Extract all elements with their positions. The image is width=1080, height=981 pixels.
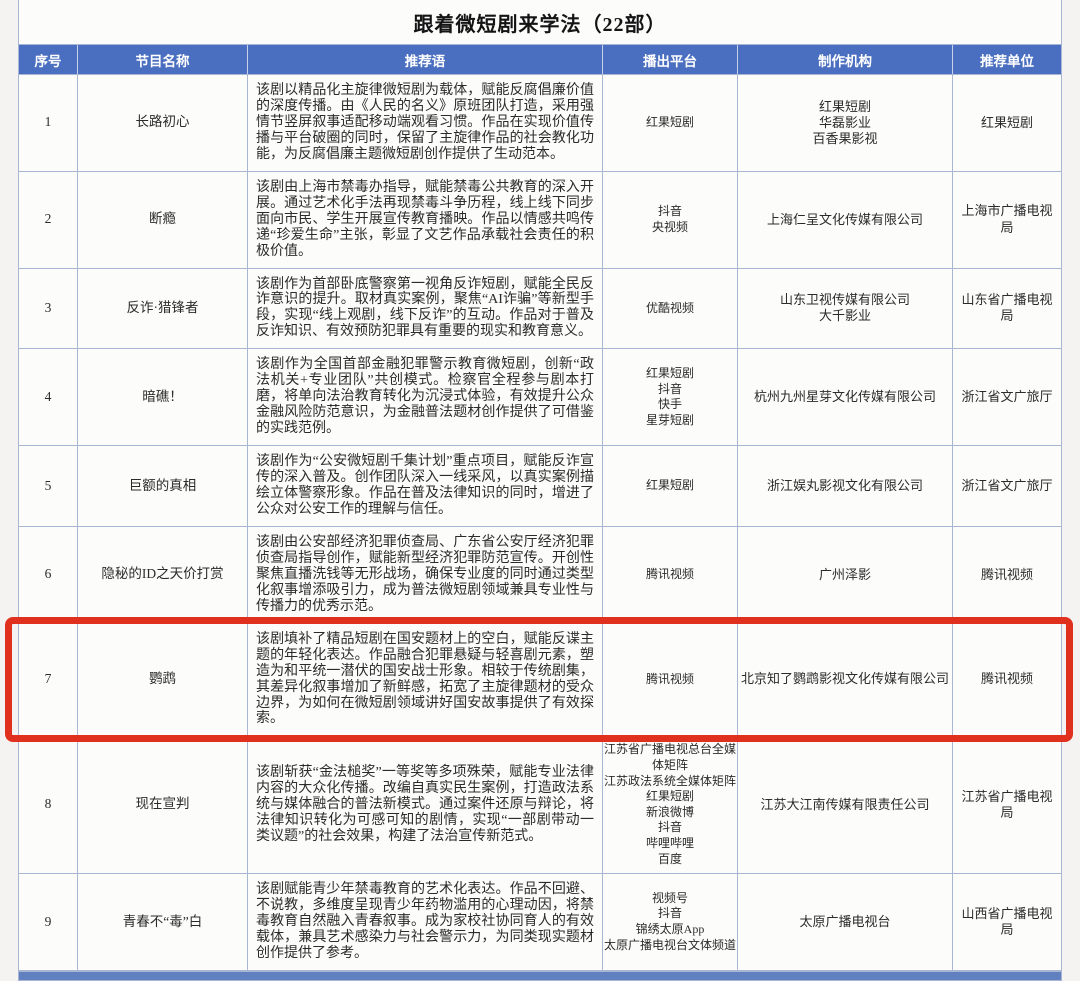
producer-list: 北京知了鹦鹉影视文化传媒有限公司 <box>737 623 952 736</box>
producer-list: 浙江娱丸影视文化有限公司 <box>737 446 952 526</box>
table-row-4: 4 暗礁！ 该剧作为全国首部金融犯罪警示教育微短剧，创新“政法机关+专业团队”共… <box>19 349 1061 447</box>
producer-list: 杭州九州星芽文化传媒有限公司 <box>737 349 952 446</box>
next-table-header-peek <box>19 970 1061 980</box>
table-row-5: 5 巨额的真相 该剧作为“公安微短剧千集计划”重点项目，赋能反诈宣传的深入普及。… <box>19 446 1061 527</box>
header-program-name: 节目名称 <box>77 45 247 74</box>
recommendation-text: 该剧由公安部经济犯罪侦查局、广东省公安厅经济犯罪侦查局指导创作，赋能新型经济犯罪… <box>247 526 602 623</box>
program-name: 鹦鹉 <box>77 623 247 736</box>
recommender-unit: 腾讯视频 <box>952 526 1061 623</box>
platform-list: 优酷视频 <box>602 268 737 349</box>
producer-list: 广州泽影 <box>737 526 952 623</box>
table-row-3: 3 反诈·猎锋者 该剧作为首部卧底警察第一视角反诈短剧，赋能全民反诈意识的提升。… <box>19 268 1061 350</box>
producer-list: 山东卫视传媒有限公司 大千影业 <box>737 268 952 349</box>
platform-list: 腾讯视频 <box>602 623 737 736</box>
row-number: 5 <box>44 477 52 493</box>
recommender-unit: 上海市广播电视局 <box>952 171 1061 268</box>
recommender-unit: 江苏省广播电视局 <box>952 736 1061 874</box>
platform-list: 江苏省广播电视总台全媒体矩阵 江苏政法系统全媒体矩阵 红果短剧 新浪微博 抖音 … <box>602 736 737 874</box>
producer-list: 上海仁呈文化传媒有限公司 <box>737 171 952 268</box>
platform-list: 红果短剧 <box>602 446 737 526</box>
header-recommender: 推荐单位 <box>952 45 1061 74</box>
row-number: 1 <box>44 114 52 130</box>
row-number: 6 <box>44 566 52 582</box>
row-number: 4 <box>44 388 52 404</box>
page-title: 跟着微短剧来学法（22部） <box>19 0 1061 45</box>
program-name: 青春不“毒”白 <box>77 874 247 970</box>
header-no: 序号 <box>34 53 62 69</box>
platform-list: 抖音 央视频 <box>602 171 737 268</box>
program-name: 现在宣判 <box>77 736 247 874</box>
recommendation-text: 该剧作为“公安微短剧千集计划”重点项目，赋能反诈宣传的深入普及。创作团队深入一线… <box>247 446 602 526</box>
program-name: 隐秘的ID之天价打赏 <box>77 526 247 623</box>
platform-list: 腾讯视频 <box>602 526 737 623</box>
table-row-9: 9 青春不“毒”白 该剧赋能青少年禁毒教育的艺术化表达。作品不回避、不说教，多维… <box>19 874 1061 971</box>
law-drama-table: 跟着微短剧来学法（22部） 序号 节目名称 推荐语 播出平台 制作机构 推荐单位… <box>5 0 1073 981</box>
header-recommendation: 推荐语 <box>247 45 602 74</box>
recommendation-text: 该剧填补了精品短剧在国安题材上的空白，赋能反谍主题的年轻化表达。作品融合犯罪悬疑… <box>247 623 602 736</box>
program-name: 巨额的真相 <box>77 446 247 526</box>
producer-list: 太原广播电视台 <box>737 874 952 970</box>
program-name: 长路初心 <box>77 75 247 171</box>
recommender-unit: 红果短剧 <box>952 75 1061 171</box>
recommendation-text: 该剧作为首部卧底警察第一视角反诈短剧，赋能全民反诈意识的提升。取材真实案例，聚焦… <box>247 268 602 349</box>
platform-list: 红果短剧 <box>602 75 737 171</box>
producer-list: 江苏大江南传媒有限责任公司 <box>737 736 952 874</box>
row-number: 9 <box>44 913 52 929</box>
platform-list: 红果短剧 抖音 快手 星芽短剧 <box>602 349 737 446</box>
recommender-unit: 浙江省文广旅厅 <box>952 349 1061 446</box>
recommendation-text: 该剧由上海市禁毒办指导，赋能禁毒公共教育的深入开展。通过艺术化手法再现禁毒斗争历… <box>247 171 602 268</box>
table-row-2: 2 断瘾 该剧由上海市禁毒办指导，赋能禁毒公共教育的深入开展。通过艺术化手法再现… <box>19 171 1061 269</box>
program-name: 暗礁！ <box>77 349 247 446</box>
recommendation-text: 该剧以精品化主旋律微短剧为载体，赋能反腐倡廉价值的深度传播。由《人民的名义》原班… <box>247 75 602 171</box>
header-producer: 制作机构 <box>737 45 952 74</box>
program-name: 断瘾 <box>77 171 247 268</box>
row-number: 3 <box>44 300 52 315</box>
recommender-unit: 山西省广播电视局 <box>952 874 1061 970</box>
recommendation-text: 该剧斩获“金法槌奖”一等奖等多项殊荣，赋能专业法律内容的大众化传播。改编自真实民… <box>247 736 602 874</box>
table-row-7-highlighted: 7 鹦鹉 该剧填补了精品短剧在国安题材上的空白，赋能反谍主题的年轻化表达。作品融… <box>5 616 1073 743</box>
row-number: 2 <box>44 211 52 227</box>
header-platform: 播出平台 <box>602 45 737 74</box>
row-number: 7 <box>44 671 52 687</box>
row-number: 8 <box>44 796 52 812</box>
table-row-1: 1 长路初心 该剧以精品化主旋律微短剧为载体，赋能反腐倡廉价值的深度传播。由《人… <box>19 75 1061 172</box>
producer-list: 红果短剧 华磊影业 百香果影视 <box>737 75 952 171</box>
recommendation-text: 该剧赋能青少年禁毒教育的艺术化表达。作品不回避、不说教，多维度呈现青少年药物滥用… <box>247 874 602 970</box>
table-row-6: 6 隐秘的ID之天价打赏 该剧由公安部经济犯罪侦查局、广东省公安厅经济犯罪侦查局… <box>19 526 1061 624</box>
program-name: 反诈·猎锋者 <box>77 268 247 349</box>
recommendation-text: 该剧作为全国首部金融犯罪警示教育微短剧，创新“政法机关+专业团队”共创模式。检察… <box>247 349 602 446</box>
table-row-8: 8 现在宣判 该剧斩获“金法槌奖”一等奖等多项殊荣，赋能专业法律内容的大众化传播… <box>19 736 1061 875</box>
recommender-unit: 浙江省文广旅厅 <box>952 446 1061 526</box>
recommender-unit: 山东省广播电视局 <box>952 268 1061 349</box>
table-header-row: 序号 节目名称 推荐语 播出平台 制作机构 推荐单位 <box>19 45 1061 75</box>
recommender-unit: 腾讯视频 <box>952 623 1061 736</box>
platform-list: 视频号 抖音 锦绣太原App 太原广播电视台文体频道 <box>602 874 737 970</box>
